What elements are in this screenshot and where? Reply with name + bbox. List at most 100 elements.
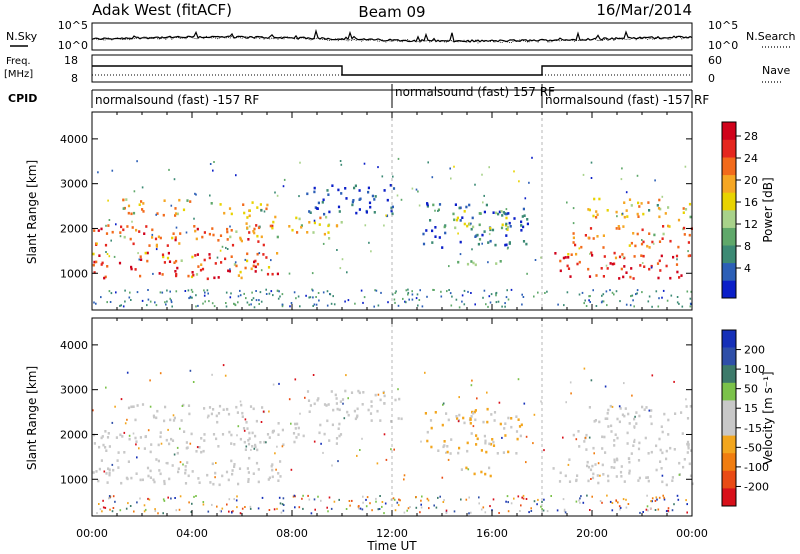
- echo-cell: [187, 274, 190, 278]
- echo-cell: [456, 216, 459, 220]
- echo-cell: [520, 224, 523, 227]
- echo-cell: [123, 235, 126, 239]
- echo-cell: [382, 392, 385, 394]
- echo-cell: [203, 294, 206, 297]
- x-tick-label: 16:00: [476, 527, 508, 540]
- echo-cell: [106, 481, 109, 484]
- echo-cell: [686, 511, 688, 514]
- echo-cell: [312, 231, 315, 234]
- echo-cell: [487, 305, 489, 308]
- echo-cell: [166, 289, 168, 292]
- date-title: 16/Mar/2014: [596, 1, 692, 19]
- echo-cell: [636, 232, 639, 236]
- echo-cell: [302, 434, 305, 438]
- echo-cell: [97, 171, 99, 174]
- echo-cell: [403, 478, 405, 481]
- echo-cell: [203, 231, 206, 234]
- echo-cell: [403, 511, 406, 514]
- echo-cell: [505, 222, 508, 226]
- echo-cell: [636, 174, 639, 177]
- echo-cell: [155, 416, 158, 420]
- echo-cell: [272, 294, 274, 297]
- colorbar-tick-label: 12: [744, 218, 758, 231]
- echo-cell: [521, 496, 523, 499]
- echo-cell: [136, 291, 139, 294]
- echo-cell: [362, 501, 364, 504]
- echo-cell: [630, 295, 632, 298]
- echo-cell: [341, 398, 345, 401]
- echo-cell: [678, 473, 681, 476]
- echo-cell: [591, 476, 595, 480]
- echo-cell: [658, 240, 662, 243]
- echo-cell: [342, 402, 344, 405]
- echo-cell: [577, 430, 580, 433]
- echo-cell: [533, 413, 536, 416]
- echo-cell: [483, 210, 486, 214]
- echo-cell: [495, 211, 498, 215]
- echo-cell: [587, 208, 590, 211]
- echo-cell: [441, 246, 444, 249]
- colorbar-block: [722, 139, 736, 158]
- echo-cell: [189, 200, 192, 203]
- echo-cell: [433, 289, 435, 291]
- echo-cell: [117, 451, 120, 454]
- echo-cell: [189, 295, 192, 298]
- echo-cell: [659, 207, 662, 211]
- echo-cell: [266, 203, 269, 207]
- echo-cell: [167, 428, 169, 431]
- echo-cell: [463, 303, 466, 306]
- echo-cell: [163, 419, 166, 423]
- echo-cell: [564, 256, 567, 259]
- echo-cell: [635, 293, 637, 296]
- echo-cell: [101, 510, 103, 513]
- echo-cell: [139, 274, 142, 278]
- echo-cell: [622, 225, 625, 228]
- echo-cell: [650, 266, 653, 269]
- echo-cell: [221, 507, 224, 510]
- echo-cell: [531, 156, 533, 159]
- echo-cell: [176, 266, 179, 270]
- echo-cell: [521, 303, 523, 306]
- echo-cell: [331, 423, 334, 427]
- echo-cell: [399, 499, 401, 502]
- echo-cell: [313, 219, 316, 222]
- echo-cell: [646, 494, 648, 497]
- echo-cell: [458, 446, 461, 450]
- colorbar-block: [722, 192, 736, 211]
- echo-cell: [227, 269, 230, 273]
- echo-cell: [129, 291, 131, 294]
- echo-cell: [251, 291, 253, 294]
- echo-cell: [178, 242, 181, 245]
- echo-cell: [231, 243, 235, 247]
- echo-cell: [263, 440, 266, 444]
- echo-cell: [349, 504, 351, 507]
- echo-cell: [344, 389, 347, 393]
- colorbar-block: [722, 400, 736, 419]
- echo-cell: [578, 445, 581, 448]
- echo-cell: [632, 277, 635, 280]
- echo-cell: [154, 301, 156, 304]
- echo-cell: [370, 400, 373, 403]
- echo-cell: [298, 217, 301, 221]
- echo-cell: [683, 233, 686, 236]
- echo-cell: [345, 197, 348, 200]
- echo-cell: [295, 216, 298, 220]
- echo-cell: [142, 202, 145, 205]
- echo-cell: [642, 240, 645, 244]
- echo-cell: [340, 221, 343, 224]
- echo-cell: [358, 189, 361, 192]
- echo-cell: [472, 412, 475, 415]
- echo-cell: [348, 500, 351, 502]
- echo-cell: [115, 436, 118, 439]
- echo-cell: [682, 465, 685, 469]
- echo-cell: [266, 433, 270, 436]
- echo-cell: [616, 417, 619, 421]
- echo-cell: [184, 468, 187, 472]
- echo-cell: [113, 255, 116, 258]
- echo-cell: [299, 161, 301, 164]
- echo-cell: [507, 212, 510, 215]
- echo-cell: [623, 414, 626, 418]
- echo-cell: [620, 475, 623, 478]
- colorbar-tick-label: 50: [744, 383, 758, 396]
- echo-cell: [432, 288, 434, 291]
